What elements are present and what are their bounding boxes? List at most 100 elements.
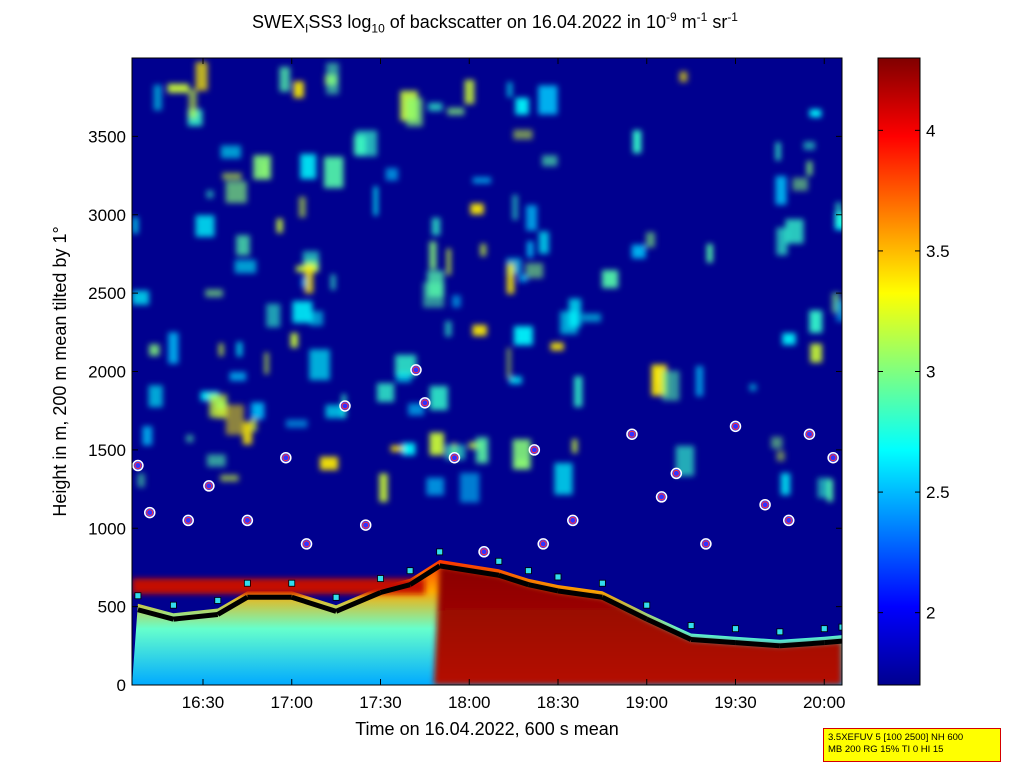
cloud-base-marker-ring <box>658 493 666 501</box>
x-tick-label: 19:00 <box>625 693 668 712</box>
dense-layer-shape <box>433 565 842 685</box>
aerosol-patch <box>512 194 518 220</box>
aerosol-patch <box>355 130 378 157</box>
boundary-layer-segment <box>379 582 411 595</box>
x-tick-label: 19:30 <box>714 693 757 712</box>
boundary-layer-segment <box>290 594 337 614</box>
aerosol-patch <box>554 462 573 495</box>
aerosol-patch <box>149 344 160 356</box>
aerosol-patch <box>550 342 564 351</box>
aerosol-patch <box>817 477 830 499</box>
aerosol-patch <box>206 190 214 199</box>
aerosol-patch <box>298 196 306 218</box>
aerosol-patch <box>390 445 403 452</box>
cloud-base-marker <box>567 514 579 527</box>
cloud-base-marker-ring <box>761 501 769 509</box>
colorbar-tick-label: 3.5 <box>926 242 950 261</box>
boundary-layer-segment <box>137 607 175 622</box>
layer-marker <box>643 601 651 609</box>
aerosol-patch <box>831 292 840 313</box>
aerosol-patch <box>506 82 513 98</box>
aerosol-patch <box>253 155 271 180</box>
aerosol-patch <box>379 473 388 502</box>
boundary-layer-segment <box>439 563 500 578</box>
aerosol-patch <box>234 259 257 274</box>
boundary-layer-segment <box>645 616 693 642</box>
aerosol-patch <box>518 274 528 282</box>
aerosol-patch <box>225 404 244 435</box>
cloud-base-marker <box>783 514 795 527</box>
layer-marker <box>332 593 340 601</box>
aerosol-patch <box>662 370 680 401</box>
aerosol-patch <box>385 168 399 181</box>
layer-marker <box>554 573 562 581</box>
aerosol-patch <box>581 313 601 322</box>
colorbar-tick-label: 4 <box>926 121 935 140</box>
aerosol-patch <box>137 473 145 488</box>
aerosol-patch <box>250 418 258 432</box>
aerosol-patch <box>526 205 538 231</box>
aerosol-patch <box>319 456 339 471</box>
aerosol-patch <box>538 85 558 115</box>
x-tick-label: 17:00 <box>270 693 313 712</box>
cloud-base-marker-ring <box>702 540 710 548</box>
aloft-aerosol-layers <box>132 61 842 503</box>
title-sub1: I <box>305 21 309 36</box>
boundary-layer-segment <box>408 563 442 587</box>
aerosol-patch <box>810 343 823 363</box>
aerosol-patch <box>776 227 788 256</box>
aerosol-patch <box>153 84 162 111</box>
aerosol-patch <box>206 454 226 467</box>
aerosol-patch <box>292 301 313 323</box>
aerosol-patch <box>775 176 787 205</box>
aerosol-patch <box>220 474 239 482</box>
y-tick-label: 2000 <box>88 363 126 382</box>
aerosol-patch <box>506 347 512 379</box>
cloud-base-marker <box>241 514 254 527</box>
boundary-layer-segment <box>824 638 842 646</box>
aerosol-patch <box>527 241 534 258</box>
title-mid: SS3 log <box>308 12 372 32</box>
dense-aerosol-region <box>132 565 842 685</box>
aerosol-patch <box>408 403 425 416</box>
aerosol-patch <box>279 66 291 92</box>
aerosol-patch <box>470 203 484 215</box>
title-sup2: -1 <box>696 10 708 24</box>
cloud-base-marker <box>132 459 144 472</box>
aerosol-patch <box>429 432 444 456</box>
aerosol-patch <box>525 263 544 279</box>
aerosol-patch <box>218 343 224 357</box>
aerosol-patch <box>236 235 250 256</box>
title-prefix: SWEX <box>252 12 306 32</box>
cloud-base-marker-ring <box>146 509 154 517</box>
title-unit2: sr <box>707 12 728 32</box>
boundary-layer-segment <box>498 572 530 588</box>
aerosol-patch <box>264 352 269 375</box>
cloud-base-marker <box>410 364 422 376</box>
aerosol-patch <box>472 177 492 184</box>
boundary-layer-markers <box>137 563 842 649</box>
boundary-layer-segment <box>335 590 382 614</box>
x-tick-label: 18:30 <box>537 693 580 712</box>
cloud-base-marker-ring <box>672 469 680 477</box>
x-axis-label: Time on 16.04.2022, 600 s mean <box>355 719 619 739</box>
aerosol-patch <box>631 244 646 259</box>
aerosol-patch <box>571 439 578 454</box>
boundary-layer-segment <box>216 595 249 617</box>
aerosol-patch <box>460 472 480 503</box>
colorbar-tick-label: 2.5 <box>926 483 950 502</box>
boundary-layer-segment <box>735 640 781 649</box>
aerosol-patch <box>401 442 416 456</box>
layer-marker <box>243 579 251 587</box>
aerosol-patch <box>195 61 208 91</box>
aerosol-patch <box>706 243 713 263</box>
backscatter-heatmap <box>132 58 842 685</box>
aerosol-patch <box>447 107 465 116</box>
aerosol-patch <box>276 218 283 233</box>
aerosol-patch <box>509 376 522 385</box>
layer-marker <box>170 601 177 609</box>
y-tick-label: 2500 <box>88 284 126 303</box>
colorbar-tick-label: 3 <box>926 363 935 382</box>
